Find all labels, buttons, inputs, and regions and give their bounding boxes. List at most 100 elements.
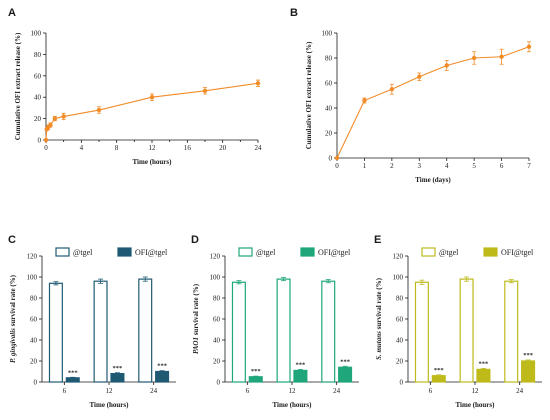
chart-b-y-title: Cumulative OFI extract release (%) — [305, 41, 313, 149]
chart-e-y-tick-label: 80 — [396, 295, 404, 303]
chart-a-y-title: Cumulative OFI extract release (%) — [14, 32, 22, 140]
chart-e-legend-label: @tgel — [439, 248, 459, 257]
chart-c-x-title: Time (hours) — [90, 401, 130, 409]
chart-b-data-point — [389, 87, 395, 92]
chart-c-x-tick-label: 6 — [63, 387, 67, 395]
chart-b: 0 20 40 60 80 100 0 1 2 3 4 5 6 7 Time (days) Cumulativ… — [305, 30, 531, 185]
chart-b-data-point — [444, 63, 449, 68]
chart-d-legend-label: @tgel — [256, 248, 276, 257]
chart-d-y-tick-label: 60 — [213, 316, 221, 324]
chart-a-y-tick-label: 40 — [34, 94, 42, 102]
chart-a-y-tick-label: 100 — [31, 30, 42, 38]
chart-d-bar-ofi-tgel — [248, 376, 263, 383]
chart-b-data-point — [417, 74, 422, 79]
chart-d-bar-ofi-tgel — [338, 366, 353, 383]
chart-e-x-tick-label: 24 — [516, 387, 524, 395]
chart-c-significance-label: *** — [68, 369, 78, 376]
chart-b-x-title: Time (days) — [415, 176, 451, 184]
chart-e-bar-ofi-tgel — [431, 375, 446, 383]
chart-e-bar-tgel — [414, 281, 429, 383]
chart-d-legend-swatch-tgel — [238, 247, 253, 257]
chart-e-bar-tgel — [459, 278, 474, 383]
chart-a-data-point — [52, 116, 58, 121]
chart-d-bar-tgel — [276, 278, 291, 383]
chart-a: 0 20 40 60 80 100 0 4 8 12 16 20 24 Time (hours) Cumul… — [14, 30, 262, 167]
chart-d-legend-label: OFI@tgel — [318, 248, 351, 257]
chart-e-legend-swatch-ofi-tgel — [483, 247, 498, 257]
chart-b-x-tick-label: 1 — [363, 162, 367, 170]
chart-e-y-tick-label: 0 — [400, 379, 404, 387]
chart-c-bar-tgel — [93, 280, 108, 383]
chart-e-y-title: S. mutans survival rate (%) — [375, 277, 383, 360]
chart-d: 0 20 40 60 80 100 120 6 *** 12 *** 24 *** @tgel OFI@tg… — [192, 247, 359, 409]
chart-e-y-tick-label: 20 — [396, 358, 404, 366]
chart-e-y-tick-label: 40 — [396, 337, 404, 345]
panel-letter-b: B — [290, 7, 298, 19]
chart-a-data-point — [255, 81, 261, 86]
chart-b-data-point — [362, 98, 367, 103]
chart-e-x-tick-label: 6 — [429, 387, 433, 395]
chart-c-legend-label: @tgel — [73, 248, 93, 257]
chart-c-bar-ofi-tgel — [110, 373, 125, 383]
chart-c-significance-label: *** — [113, 365, 123, 372]
chart-c-bar-tgel — [138, 278, 153, 383]
chart-d-x-tick-label: 6 — [246, 387, 250, 395]
chart-b-x-tick-label: 7 — [527, 162, 531, 170]
chart-a-x-tick-label: 24 — [255, 144, 263, 152]
chart-b-y-tick-label: 100 — [322, 30, 333, 38]
chart-a-x-tick-label: 4 — [80, 144, 84, 152]
chart-a-x-tick-label: 12 — [149, 144, 157, 152]
chart-e-y-title-organism: S. mutans — [375, 331, 383, 360]
chart-c-y-tick-label: 40 — [30, 337, 38, 345]
panel-letter-d: D — [191, 234, 199, 246]
chart-d-x-title: Time (hours) — [273, 401, 313, 409]
chart-c-significance-label: *** — [157, 363, 167, 370]
chart-c-y-tick-label: 120 — [27, 253, 38, 261]
chart-a-x-tick-label: 16 — [184, 144, 192, 152]
chart-d-legend-swatch-ofi-tgel — [300, 247, 315, 257]
chart-c-legend-label: OFI@tgel — [135, 248, 168, 257]
chart-b-data-point — [334, 155, 340, 161]
chart-c-y-tick-label: 0 — [34, 379, 38, 387]
chart-d-y-title: PAO1 survival rate (%) — [192, 283, 200, 354]
chart-b-y-tick-label: 40 — [325, 105, 333, 113]
chart-e-significance-label: *** — [434, 367, 444, 374]
chart-a-data-point — [149, 94, 155, 100]
chart-d-significance-label: *** — [251, 368, 261, 375]
chart-a-x-tick-label: 20 — [219, 144, 227, 152]
chart-a-data-point — [43, 137, 49, 143]
chart-a-series-line — [45, 82, 259, 141]
chart-d-bar-tgel — [231, 281, 246, 383]
chart-d-significance-label: *** — [296, 361, 306, 368]
chart-a-y-tick-label: 0 — [38, 137, 42, 145]
chart-b-x-tick-label: 0 — [335, 162, 339, 170]
chart-a-data-point — [96, 107, 102, 113]
chart-b-x-tick-label: 3 — [418, 162, 422, 170]
chart-a-data-point — [202, 88, 208, 93]
panel-letter-e: E — [374, 234, 381, 246]
chart-c: 0 20 40 60 80 100 120 6 *** 12 *** 24 *** @tgel OFI@tg… — [9, 247, 176, 409]
chart-b-data-point — [526, 44, 532, 49]
chart-d-significance-label: *** — [340, 358, 350, 365]
chart-c-y-tick-label: 80 — [30, 295, 38, 303]
chart-c-y-title-organism: P. gingivalis — [9, 328, 17, 363]
chart-e-significance-label: *** — [523, 352, 533, 359]
chart-c-y-tick-label: 100 — [27, 274, 38, 282]
chart-b-x-tick-label: 4 — [445, 162, 449, 170]
chart-e-bar-ofi-tgel — [476, 368, 491, 383]
chart-e-bar-ofi-tgel — [521, 360, 536, 383]
chart-d-y-tick-label: 20 — [213, 358, 221, 366]
chart-d-bar-tgel — [321, 280, 336, 383]
chart-b-y-tick-label: 60 — [325, 80, 333, 88]
chart-e-y-tick-label: 60 — [396, 316, 404, 324]
chart-d-y-tick-label: 40 — [213, 337, 221, 345]
chart-c-y-tick-label: 20 — [30, 358, 38, 366]
chart-a-y-tick-label: 20 — [34, 115, 42, 123]
chart-b-data-point — [499, 54, 504, 59]
chart-c-x-tick-label: 12 — [106, 387, 114, 395]
chart-c-bar-ofi-tgel — [155, 370, 170, 383]
chart-c-x-tick-label: 24 — [150, 387, 158, 395]
chart-c-legend-swatch-ofi-tgel — [117, 247, 132, 257]
chart-e-legend-label: OFI@tgel — [501, 248, 534, 257]
